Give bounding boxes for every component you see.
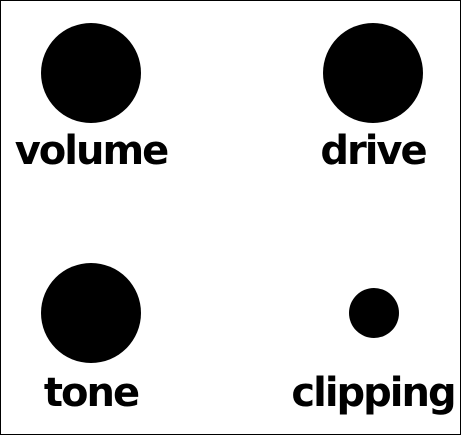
drive-label: drive xyxy=(320,128,427,174)
volume-label: volume xyxy=(14,128,170,174)
tone-knob[interactable] xyxy=(41,263,141,363)
clipping-label: clipping xyxy=(291,370,456,416)
drive-knob[interactable] xyxy=(323,23,423,123)
tone-label: tone xyxy=(43,370,140,416)
clipping-switch[interactable] xyxy=(349,288,399,338)
volume-knob[interactable] xyxy=(41,23,141,123)
